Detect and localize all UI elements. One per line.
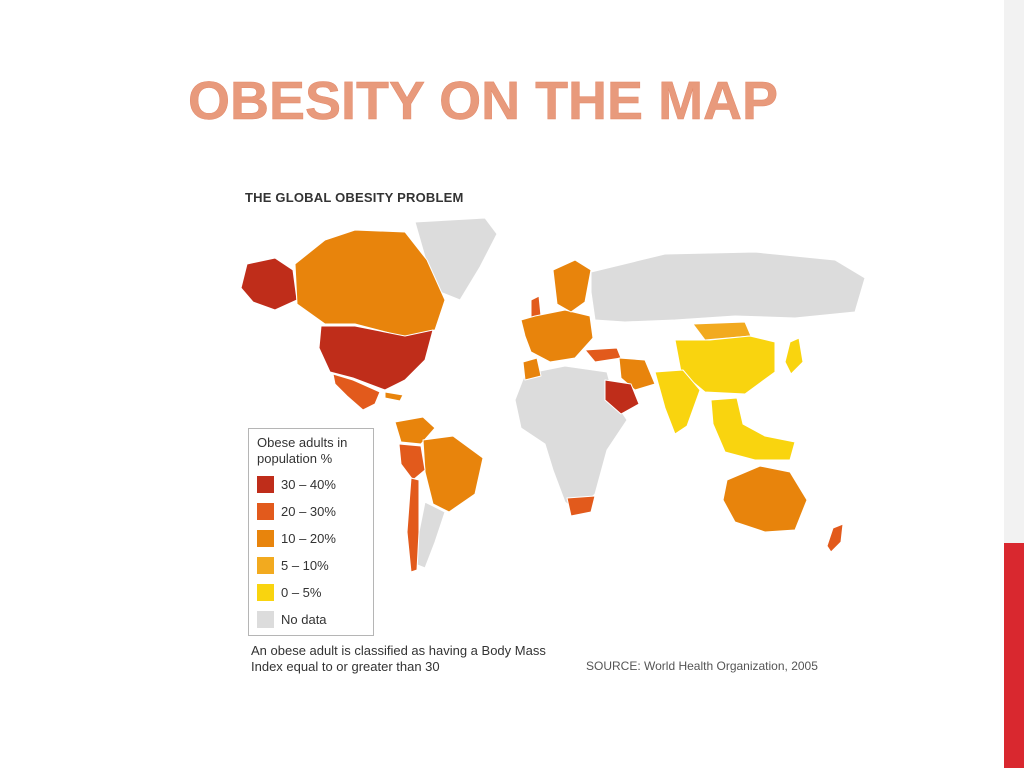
legend-label: 5 – 10% — [281, 558, 329, 573]
legend-item: 0 – 5% — [257, 583, 373, 603]
region-turkey — [584, 347, 622, 363]
continents-layer — [240, 217, 866, 573]
legend-swatch — [257, 530, 274, 547]
slide-accent-bar — [1004, 543, 1024, 768]
region-peru — [398, 443, 426, 481]
region-europe — [520, 309, 594, 363]
legend-swatch — [257, 557, 274, 574]
region-chile — [406, 477, 420, 573]
region-brazil — [422, 435, 484, 513]
region-colombia-venezuela — [394, 416, 436, 445]
region-new-zealand — [826, 523, 844, 553]
world-map — [240, 217, 866, 573]
region-saudi-arabia — [604, 379, 640, 415]
region-japan — [784, 337, 804, 375]
legend-title: Obese adults in population % — [257, 435, 348, 466]
legend-item: 30 – 40% — [257, 475, 373, 495]
legend-swatch — [257, 611, 274, 628]
legend-swatch — [257, 476, 274, 493]
region-canada — [294, 229, 446, 338]
region-cuba — [384, 391, 404, 402]
region-iran — [618, 357, 656, 391]
legend-label: 30 – 40% — [281, 477, 336, 492]
legend: Obese adults in population % 30 – 40% 20… — [248, 428, 374, 636]
slide-title: OBESITY ON THE MAP — [188, 71, 779, 132]
legend-swatch — [257, 503, 274, 520]
map-title: THE GLOBAL OBESITY PROBLEM — [245, 190, 464, 205]
region-morocco — [522, 357, 542, 381]
legend-item: 5 – 10% — [257, 556, 373, 576]
legend-swatch — [257, 584, 274, 601]
legend-label: 0 – 5% — [281, 585, 322, 600]
region-alaska — [240, 257, 298, 311]
region-mexico — [332, 373, 381, 411]
region-australia — [722, 465, 808, 533]
region-scandinavia — [552, 259, 592, 313]
region-russia — [590, 251, 866, 323]
region-south-africa — [566, 495, 596, 517]
legend-item: No data — [257, 610, 373, 630]
legend-label: 20 – 30% — [281, 504, 336, 519]
legend-label: 10 – 20% — [281, 531, 336, 546]
region-india — [654, 369, 701, 435]
region-united-states — [318, 325, 434, 391]
source-credit: SOURCE: World Health Organization, 2005 — [586, 659, 818, 673]
footnote: An obese adult is classified as having a… — [251, 643, 546, 674]
legend-label: No data — [281, 612, 327, 627]
legend-item: 10 – 20% — [257, 529, 373, 549]
legend-item: 20 – 30% — [257, 502, 373, 522]
region-southeast-asia — [710, 397, 796, 461]
